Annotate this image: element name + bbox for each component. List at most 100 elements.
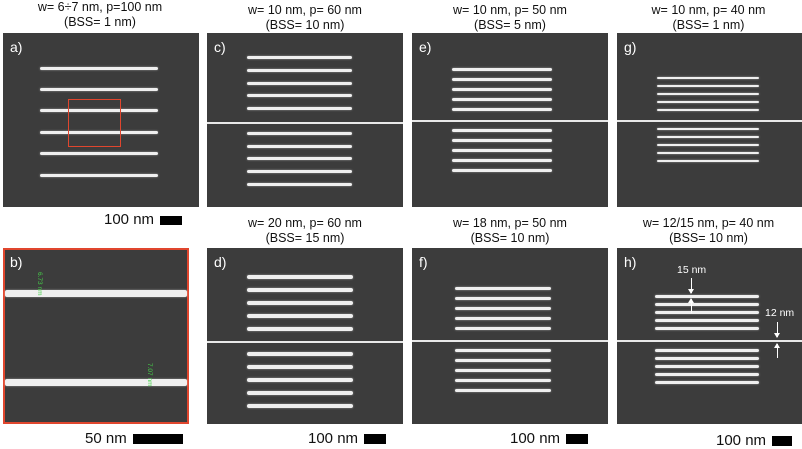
title-h-line2: (BSS= 10 nm) (669, 231, 748, 245)
panel-d-label: d) (214, 254, 227, 270)
panel-f-line (455, 369, 551, 372)
panel-a-line (40, 174, 158, 177)
title-d-line2: (BSS= 15 nm) (265, 231, 345, 245)
title-e-line2: (BSS= 5 nm) (474, 18, 546, 32)
title-e-line1: w= 10 nm, p= 50 nm (453, 3, 567, 17)
title-f-line2: (BSS= 10 nm) (470, 231, 550, 245)
arrow-up-icon (688, 298, 694, 313)
title-d-line1: w= 20 nm, p= 60 nm (248, 216, 362, 230)
scalebar-f: 100 nm (510, 430, 589, 447)
panel-f-line (455, 359, 551, 362)
title-h: w= 12/15 nm, p= 40 nm (BSS= 10 nm) (615, 216, 802, 246)
title-d: w= 20 nm, p= 60 nm (BSS= 15 nm) (205, 216, 405, 246)
arrow-down-icon (688, 278, 694, 294)
title-g-line2: (BSS= 1 nm) (672, 18, 745, 32)
scalebar-a-label: 100 nm (104, 211, 155, 228)
annotation-15nm: 15 nm (677, 264, 707, 276)
zoom-region-box (68, 99, 121, 147)
panel-e-line (452, 149, 552, 152)
panel-e-line (452, 139, 552, 142)
panel-e-line (452, 78, 552, 81)
panel-e: e) (412, 33, 608, 207)
panel-a-line (40, 131, 158, 134)
title-a-line1: w= 6÷7 nm, p=100 nm (37, 0, 163, 14)
title-a: w= 6÷7 nm, p=100 nm (BSS= 1 nm) (0, 0, 200, 30)
panel-f-line (455, 297, 551, 300)
panel-a: a) (3, 33, 199, 207)
panel-g-line (657, 101, 759, 103)
panel-b-label: b) (10, 254, 23, 270)
panel-c-line (247, 170, 352, 173)
panel-d-support-line (207, 341, 403, 343)
panel-e-line (452, 108, 552, 111)
panel-c-line (247, 94, 352, 97)
panel-h-line (655, 357, 759, 360)
title-f-line1: w= 18 nm, p= 50 nm (453, 216, 567, 230)
title-c: w= 10 nm, p= 60 nm (BSS= 10 nm) (205, 3, 405, 33)
panel-d-line (247, 365, 353, 369)
panel-d-line (247, 327, 353, 331)
panel-d-line (247, 314, 353, 318)
panel-c-line (247, 82, 352, 85)
panel-h-line (655, 381, 759, 384)
panel-b-line (5, 290, 187, 297)
panel-h-line (655, 349, 759, 352)
panel-g-line (657, 93, 759, 95)
panel-a-line (40, 109, 158, 112)
panel-f-line (455, 389, 551, 392)
panel-f-line (455, 327, 551, 330)
panel-e-label: e) (419, 39, 432, 55)
panel-g-line (657, 144, 759, 146)
panel-e-line (452, 169, 552, 172)
panel-h-line (655, 311, 759, 314)
panel-c: c) (207, 33, 403, 207)
annotation-12nm: 12 nm (765, 307, 795, 319)
scalebar-f-label: 100 nm (510, 430, 561, 447)
panel-g-line (657, 160, 759, 162)
scalebar-a-bar (160, 215, 183, 225)
panel-g: g) (617, 33, 802, 207)
panel-d-line (247, 288, 353, 292)
panel-e-line (452, 98, 552, 101)
panel-c-line (247, 183, 352, 186)
title-g-line1: w= 10 nm, p= 40 nm (651, 3, 766, 17)
panel-d-line (247, 404, 353, 408)
panel-a-line (40, 67, 158, 70)
panel-h-line (655, 373, 759, 376)
title-a-line2: (BSS= 1 nm) (64, 15, 136, 29)
panel-d-line (247, 301, 353, 305)
panel-h-line (655, 295, 759, 298)
panel-e-line (452, 129, 552, 132)
scalebar-d-bar (364, 434, 387, 445)
scalebar-h-label: 100 nm (716, 432, 767, 449)
panel-f-support-line (412, 340, 608, 342)
scalebar-b: 50 nm (85, 430, 183, 447)
panel-f-label: f) (419, 254, 428, 270)
panel-h-line (655, 303, 759, 306)
scalebar-d: 100 nm (308, 430, 387, 447)
panel-c-line (247, 132, 352, 135)
title-c-line1: w= 10 nm, p= 60 nm (248, 3, 362, 17)
panel-c-support-line (207, 122, 403, 124)
panel-a-line (40, 88, 158, 91)
panel-g-line (657, 85, 759, 87)
panel-h-line (655, 365, 759, 368)
panel-g-support-line (617, 120, 802, 122)
title-f: w= 18 nm, p= 50 nm (BSS= 10 nm) (410, 216, 610, 246)
panel-c-line (247, 157, 352, 160)
title-g: w= 10 nm, p= 40 nm (BSS= 1 nm) (615, 3, 802, 33)
panel-g-line (657, 152, 759, 154)
scalebar-h-bar (772, 436, 793, 447)
panel-b: b) 6.73 nm 7.07 nm (3, 248, 189, 424)
panel-b-line (5, 379, 187, 386)
panel-f-line (455, 287, 551, 290)
panel-f-line (455, 307, 551, 310)
panel-a-line (40, 152, 158, 155)
panel-e-line (452, 159, 552, 162)
panel-c-label: c) (214, 39, 226, 55)
panel-d: d) (207, 248, 403, 424)
panel-d-line (247, 378, 353, 382)
panel-g-line (657, 77, 759, 79)
scalebar-f-bar (566, 434, 589, 445)
panel-h-line (655, 327, 759, 330)
